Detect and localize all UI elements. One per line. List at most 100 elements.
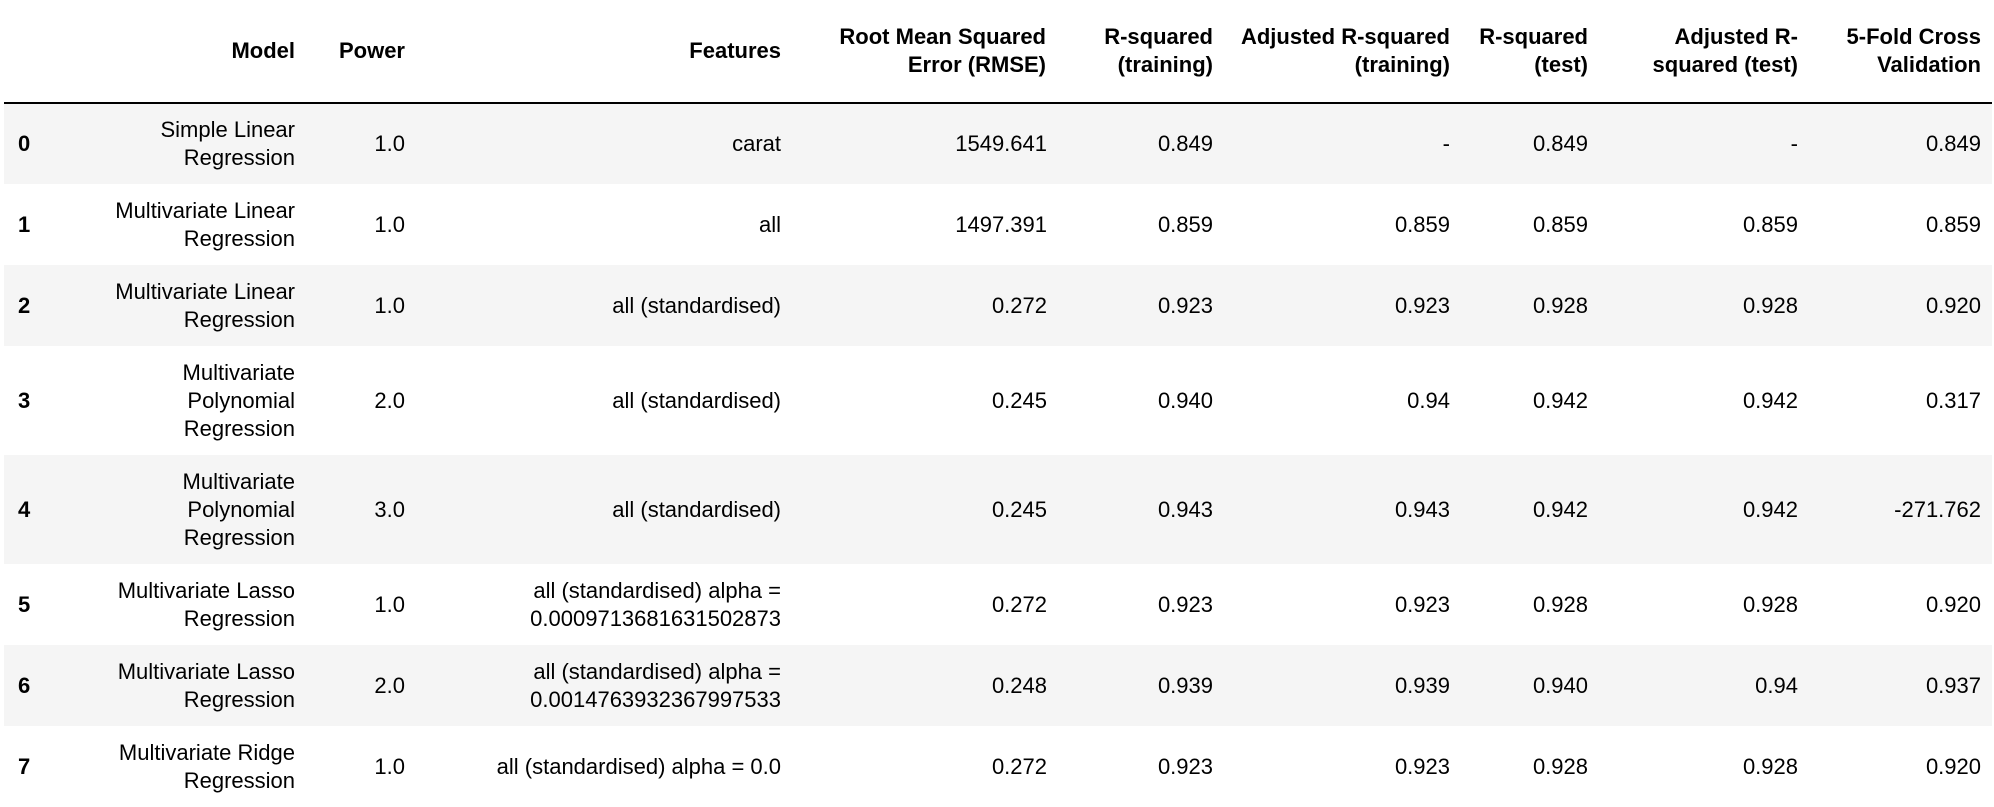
header-row: Model Power Features Root Mean Squared E… (4, 0, 1992, 104)
cell-adj-r2-test: 0.928 (1742, 292, 1798, 318)
results-table: Model Power Features Root Mean Squared E… (4, 0, 1992, 807)
column-header-rmse: Root Mean Squared Error (RMSE) (792, 0, 1058, 104)
table-row: 6 Multivariate Lasso Regression 2.0 all (st… (4, 645, 1992, 726)
cell-adj-r2-test: 0.94 (1755, 672, 1798, 698)
column-header-r2-training: R-squared (training) (1058, 0, 1224, 104)
cell-model: Multivariate Ridge Regression (118, 739, 295, 793)
cell-r2-training: 0.923 (1157, 292, 1213, 318)
row-index: 3 (18, 387, 31, 413)
table-body: 0 Simple Linear Regression 1.0 carat 1549.64… (4, 103, 1992, 807)
cell-r2-test: 0.942 (1532, 496, 1588, 522)
cell-r2-training: 0.943 (1157, 496, 1213, 522)
table-row: 3 Multivariate Polynomial Regression 2.0 al… (4, 346, 1992, 455)
cell-model: Multivariate Linear Regression (115, 278, 295, 332)
cell-cv5: 0.937 (1925, 672, 1981, 698)
cell-adj-r2-training: 0.923 (1394, 753, 1450, 779)
cell-model: Simple Linear Regression (160, 117, 295, 170)
cell-r2-test: 0.928 (1532, 591, 1588, 617)
cell-features: all (758, 211, 781, 237)
cell-model: Multivariate Lasso Regression (117, 658, 295, 712)
cell-rmse: 0.272 (991, 591, 1047, 617)
cell-r2-test: 0.859 (1532, 211, 1588, 237)
table-row: 5 Multivariate Lasso Regression 1.0 all (st… (4, 564, 1992, 645)
cell-rmse: 0.272 (991, 292, 1047, 318)
table-row: 0 Simple Linear Regression 1.0 carat 1549.64… (4, 103, 1992, 184)
column-header-features: Features (416, 0, 792, 104)
cell-rmse: 1497.391 (955, 211, 1047, 237)
cell-cv5: 0.920 (1925, 591, 1981, 617)
cell-power: 1.0 (374, 753, 405, 779)
cell-cv5: 0.859 (1925, 211, 1981, 237)
cell-adj-r2-training: - (1442, 131, 1450, 156)
cell-rmse: 0.245 (991, 496, 1047, 522)
cell-cv5: -271.762 (1894, 496, 1981, 522)
table-row: 1 Multivariate Linear Regression 1.0 all 149… (4, 184, 1992, 265)
cell-r2-test: 0.928 (1532, 292, 1588, 318)
table-row: 7 Multivariate Ridge Regression 1.0 all (st… (4, 726, 1992, 807)
cell-r2-test: 0.849 (1532, 131, 1588, 156)
table-row: 4 Multivariate Polynomial Regression 3.0 al… (4, 455, 1992, 564)
cell-adj-r2-test: 0.859 (1742, 211, 1798, 237)
row-index: 7 (18, 753, 31, 779)
cell-adj-r2-training: 0.939 (1394, 672, 1450, 698)
row-index: 4 (18, 496, 31, 522)
column-header-model: Model (78, 0, 306, 104)
cell-adj-r2-training: 0.94 (1407, 387, 1450, 413)
table-row: 2 Multivariate Linear Regression 1.0 all (s… (4, 265, 1992, 346)
cell-features: all (standardised) alpha = 0.0 (496, 753, 781, 779)
cell-r2-training: 0.849 (1157, 131, 1213, 156)
cell-cv5: 0.920 (1925, 753, 1981, 779)
cell-model: Multivariate Lasso Regression (117, 577, 295, 631)
cell-power: 1.0 (374, 591, 405, 617)
column-header-cv5: 5-Fold Cross Validation (1809, 0, 1992, 104)
cell-r2-training: 0.923 (1157, 753, 1213, 779)
row-index: 5 (18, 591, 31, 617)
cell-cv5: 0.849 (1925, 131, 1981, 156)
cell-r2-training: 0.940 (1157, 387, 1213, 413)
row-index: 1 (18, 211, 31, 237)
cell-power: 2.0 (374, 387, 405, 413)
column-header-adj-r2-test: Adjusted R-squared (test) (1599, 0, 1809, 104)
cell-rmse: 1549.641 (955, 131, 1047, 156)
column-header-power: Power (306, 0, 416, 104)
cell-features: all (standardised) (612, 292, 781, 318)
cell-r2-training: 0.923 (1157, 591, 1213, 617)
index-header (4, 0, 78, 104)
cell-power: 2.0 (374, 672, 405, 698)
cell-r2-training: 0.939 (1157, 672, 1213, 698)
cell-rmse: 0.272 (991, 753, 1047, 779)
cell-adj-r2-training: 0.923 (1394, 591, 1450, 617)
cell-r2-training: 0.859 (1157, 211, 1213, 237)
cell-adj-r2-test: 0.928 (1742, 591, 1798, 617)
cell-power: 1.0 (374, 131, 405, 156)
cell-adj-r2-training: 0.943 (1394, 496, 1450, 522)
cell-r2-test: 0.928 (1532, 753, 1588, 779)
cell-adj-r2-training: 0.923 (1394, 292, 1450, 318)
cell-features: carat (732, 131, 781, 156)
column-header-r2-test: R-squared (test) (1461, 0, 1599, 104)
cell-rmse: 0.248 (991, 672, 1047, 698)
cell-rmse: 0.245 (991, 387, 1047, 413)
row-index: 0 (18, 131, 31, 156)
cell-adj-r2-test: 0.942 (1742, 496, 1798, 522)
cell-model: Multivariate Polynomial Regression (182, 468, 295, 550)
cell-power: 1.0 (374, 292, 405, 318)
cell-r2-test: 0.942 (1532, 387, 1588, 413)
row-index: 6 (18, 672, 31, 698)
cell-adj-r2-test: - (1790, 131, 1798, 156)
cell-adj-r2-training: 0.859 (1394, 211, 1450, 237)
cell-features: all (standardised) alpha = 0.00097136816… (530, 577, 781, 631)
cell-adj-r2-test: 0.942 (1742, 387, 1798, 413)
cell-adj-r2-test: 0.928 (1742, 753, 1798, 779)
cell-cv5: 0.920 (1925, 292, 1981, 318)
cell-model: Multivariate Linear Regression (115, 197, 295, 251)
cell-model: Multivariate Polynomial Regression (182, 359, 295, 441)
cell-cv5: 0.317 (1925, 387, 1981, 413)
cell-r2-test: 0.940 (1532, 672, 1588, 698)
cell-power: 3.0 (374, 496, 405, 522)
cell-power: 1.0 (374, 211, 405, 237)
cell-features: all (standardised) (612, 387, 781, 413)
row-index: 2 (18, 292, 31, 318)
cell-features: all (standardised) (612, 496, 781, 522)
